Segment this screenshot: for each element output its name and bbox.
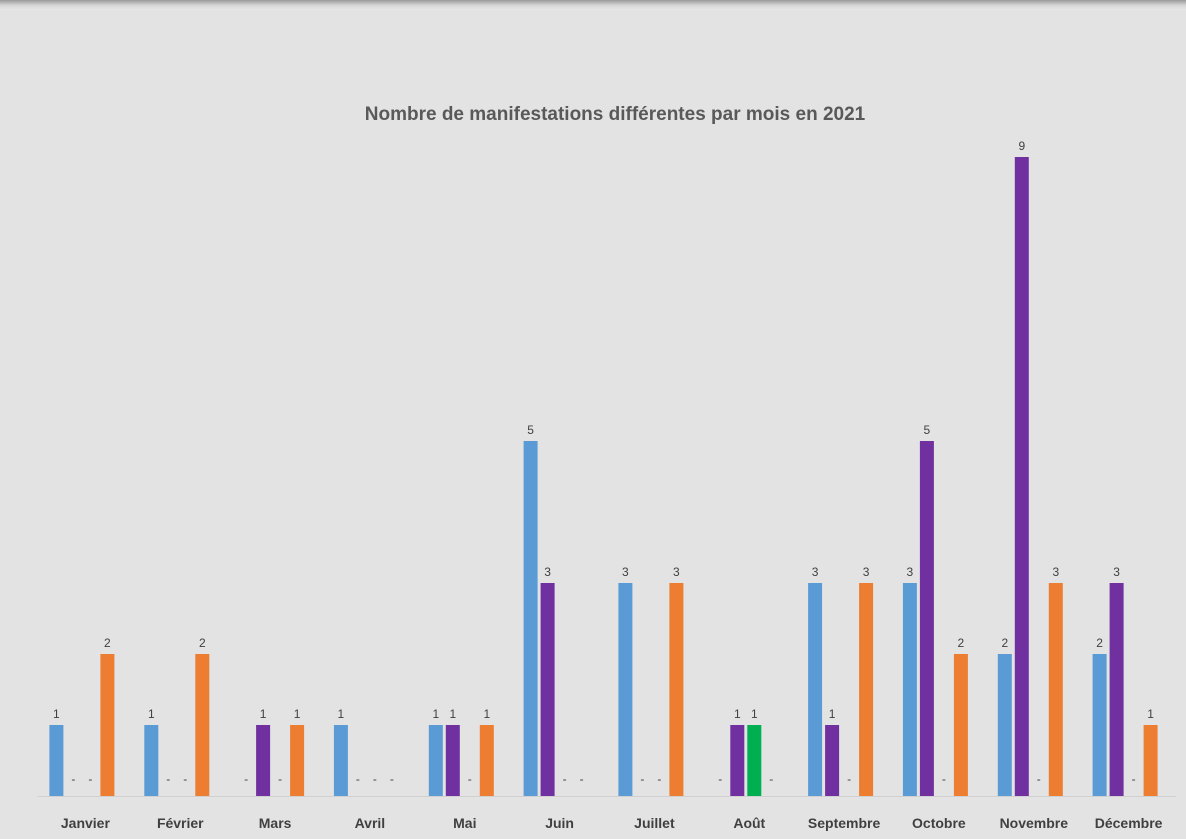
bar-août-series-3 [747, 725, 762, 796]
bar-novembre-series-2 [1014, 157, 1029, 796]
data-label-septembre-series-2: 1 [829, 707, 836, 721]
bar-mars-series-2 [256, 725, 271, 796]
data-label-avril-series-2: - [356, 772, 360, 786]
data-label-avril-series-1: 1 [338, 707, 345, 721]
bar-mai-series-4 [479, 725, 494, 796]
data-label-juin-series-4: - [580, 772, 584, 786]
chart-title: Nombre de manifestations différentes par… [365, 104, 866, 125]
data-label-janvier-series-1: 1 [53, 707, 60, 721]
data-label-octobre-series-4: 2 [958, 636, 965, 650]
data-label-septembre-series-4: 3 [863, 565, 870, 579]
bar-juillet-series-1 [618, 583, 633, 796]
x-tick-label-12: Décembre [1095, 815, 1163, 831]
x-tick-label-7: Juillet [634, 815, 675, 831]
data-label-août-series-3: 1 [751, 707, 758, 721]
bar-octobre-series-1 [902, 583, 917, 796]
data-label-janvier-series-3: - [88, 772, 92, 786]
data-label-novembre-series-2: 9 [1018, 139, 1025, 153]
bar-avril-series-1 [333, 725, 348, 796]
bar-juin-series-1 [523, 441, 538, 796]
bar-décembre-series-2 [1109, 583, 1124, 796]
x-tick-labels-group: Janvier Février Mars Avril Mai Juin Juillet Aoû… [61, 815, 1163, 831]
data-label-juillet-series-1: 3 [622, 565, 629, 579]
bar-novembre-series-4 [1048, 583, 1063, 796]
bar-septembre-series-4 [859, 583, 874, 796]
data-label-janvier-series-4: 2 [104, 636, 111, 650]
data-label-décembre-series-4: 1 [1147, 707, 1154, 721]
bar-juin-series-2 [540, 583, 555, 796]
data-label-décembre-series-3: - [1132, 772, 1136, 786]
bar-août-series-2 [730, 725, 745, 796]
x-tick-label-5: Mai [453, 815, 476, 831]
data-label-juillet-series-2: - [640, 772, 644, 786]
data-label-janvier-series-2: - [71, 772, 75, 786]
data-label-novembre-series-4: 3 [1052, 565, 1059, 579]
bar-octobre-series-2 [919, 441, 934, 796]
data-label-octobre-series-2: 5 [924, 423, 931, 437]
data-label-octobre-series-1: 3 [907, 565, 914, 579]
data-label-juillet-series-4: 3 [673, 565, 680, 579]
bar-février-series-1 [144, 725, 159, 796]
bar-mai-series-1 [428, 725, 443, 796]
bar-décembre-series-4 [1143, 725, 1158, 796]
data-label-avril-series-3: - [373, 772, 377, 786]
bar-janvier-series-4 [100, 654, 115, 796]
data-label-décembre-series-1: 2 [1096, 636, 1103, 650]
x-tick-label-3: Mars [259, 815, 292, 831]
data-label-juin-series-3: - [563, 772, 567, 786]
data-label-août-series-2: 1 [734, 707, 741, 721]
data-label-octobre-series-3: - [942, 772, 946, 786]
data-label-mars-series-4: 1 [294, 707, 301, 721]
data-label-juin-series-2: 3 [544, 565, 551, 579]
data-label-avril-series-4: - [390, 772, 394, 786]
data-label-février-series-2: - [166, 772, 170, 786]
data-label-août-series-1: - [718, 772, 722, 786]
data-label-février-series-1: 1 [148, 707, 155, 721]
x-tick-label-2: Février [157, 815, 204, 831]
data-labels-group: 1- -21- -2-1-1 1- - -1 1-153- -3- -3-1 1-31-3 35-2… [53, 139, 1154, 786]
x-tick-label-10: Octobre [912, 815, 966, 831]
data-label-mars-series-3: - [278, 772, 282, 786]
data-label-mars-series-1: - [244, 772, 248, 786]
x-tick-label-6: Juin [545, 815, 574, 831]
bar-novembre-series-1 [997, 654, 1012, 796]
frame-top-shadow [0, 0, 1186, 9]
bar-janvier-series-1 [49, 725, 64, 796]
bar-mars-series-4 [290, 725, 305, 796]
data-label-mai-series-1: 1 [432, 707, 439, 721]
data-label-novembre-series-3: - [1037, 772, 1041, 786]
x-tick-label-11: Novembre [1000, 815, 1069, 831]
bar-mai-series-2 [445, 725, 460, 796]
data-label-septembre-series-3: - [847, 772, 851, 786]
bar-juillet-series-4 [669, 583, 684, 796]
data-label-février-series-4: 2 [199, 636, 206, 650]
bar-février-series-4 [195, 654, 210, 796]
data-label-juillet-series-3: - [657, 772, 661, 786]
bar-octobre-series-4 [953, 654, 968, 796]
bar-septembre-series-2 [825, 725, 840, 796]
x-tick-label-9: Septembre [808, 815, 881, 831]
data-label-mai-series-3: - [468, 772, 472, 786]
data-label-juin-series-1: 5 [527, 423, 534, 437]
data-label-mai-series-2: 1 [449, 707, 456, 721]
bars-group [49, 157, 1158, 796]
bar-septembre-series-1 [808, 583, 823, 796]
x-tick-label-1: Janvier [61, 815, 111, 831]
data-label-décembre-series-2: 3 [1113, 565, 1120, 579]
data-label-août-series-4: - [769, 772, 773, 786]
data-label-septembre-series-1: 3 [812, 565, 819, 579]
data-label-mars-series-2: 1 [260, 707, 267, 721]
data-label-février-series-3: - [183, 772, 187, 786]
x-tick-label-8: Août [733, 815, 765, 831]
data-label-novembre-series-1: 2 [1001, 636, 1008, 650]
data-label-mai-series-4: 1 [483, 707, 490, 721]
bar-décembre-series-1 [1092, 654, 1107, 796]
x-tick-label-4: Avril [355, 815, 386, 831]
